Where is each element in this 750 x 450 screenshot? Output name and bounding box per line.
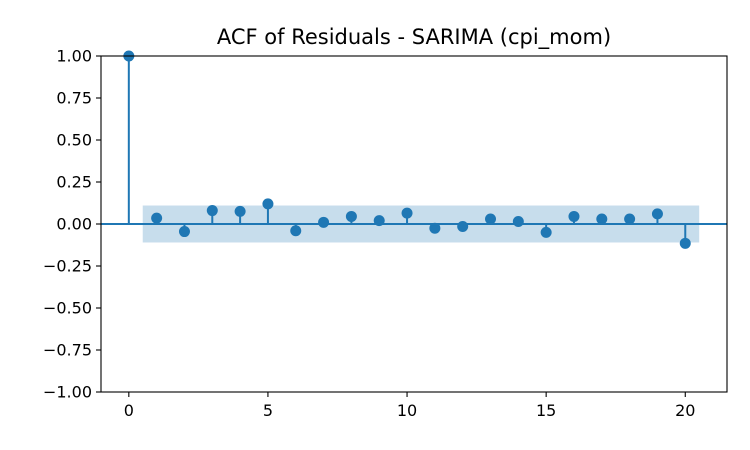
stem-lag-15 (540, 224, 552, 238)
stem-lag-5 (262, 198, 274, 224)
stem-lag-16 (568, 210, 580, 224)
stem-marker (596, 213, 608, 225)
y-tick-label: 1.00 (56, 47, 92, 66)
stem-marker (540, 226, 552, 238)
stem-marker (290, 225, 302, 237)
x-tick-label: 15 (536, 401, 556, 420)
stem-lag-17 (596, 213, 608, 225)
y-tick-label: 0.00 (56, 215, 92, 234)
stem-lag-12 (457, 221, 469, 233)
stem-lag-19 (651, 208, 663, 224)
stem-marker (624, 213, 636, 225)
stem-marker (485, 213, 497, 225)
y-tick-label: 0.25 (56, 173, 92, 192)
stem-marker (429, 222, 441, 234)
y-tick-label: 0.50 (56, 131, 92, 150)
stem-lag-10 (401, 207, 413, 224)
x-tick-label: 10 (397, 401, 417, 420)
stem-lag-13 (485, 213, 497, 225)
stem-marker (401, 207, 413, 219)
stem-lag-6 (290, 224, 302, 237)
stem-lag-7 (318, 216, 330, 228)
stem-lag-20 (679, 224, 691, 249)
stem-marker (512, 215, 524, 227)
stem-marker (373, 215, 385, 227)
stem-marker (318, 216, 330, 228)
stem-lag-9 (373, 215, 385, 227)
stem-lag-0 (123, 50, 135, 224)
y-tick-label: −1.00 (43, 383, 92, 402)
stem-marker (651, 208, 663, 220)
stem-lag-18 (624, 213, 636, 225)
stem-marker (262, 198, 274, 210)
stem-marker (345, 210, 357, 222)
x-tick-label: 0 (124, 401, 134, 420)
y-tick-label: 0.75 (56, 89, 92, 108)
stem-marker (568, 210, 580, 222)
x-tick-label: 20 (675, 401, 695, 420)
stem-lag-3 (206, 205, 218, 224)
stem-lag-2 (178, 224, 190, 238)
stem-lag-4 (234, 205, 246, 224)
x-tick-label: 5 (263, 401, 273, 420)
stem-marker (457, 221, 469, 233)
stem-marker (679, 237, 691, 249)
stem-lag-14 (512, 215, 524, 227)
y-tick-label: −0.75 (43, 341, 92, 360)
chart-title: ACF of Residuals - SARIMA (cpi_mom) (217, 25, 611, 50)
y-tick-label: −0.25 (43, 257, 92, 276)
stem-lag-1 (151, 212, 163, 224)
stem-marker (178, 226, 190, 238)
stem-marker (234, 205, 246, 217)
stem-lag-8 (345, 210, 357, 224)
y-tick-label: −0.50 (43, 299, 92, 318)
stem-marker (151, 212, 163, 224)
stem-marker (206, 205, 218, 217)
stem-lag-11 (429, 222, 441, 234)
axes-layer: 1.00 0.75 0.50 0.25 0.00 −0.25 −0.50 −0.75 −1.00… (43, 47, 728, 420)
